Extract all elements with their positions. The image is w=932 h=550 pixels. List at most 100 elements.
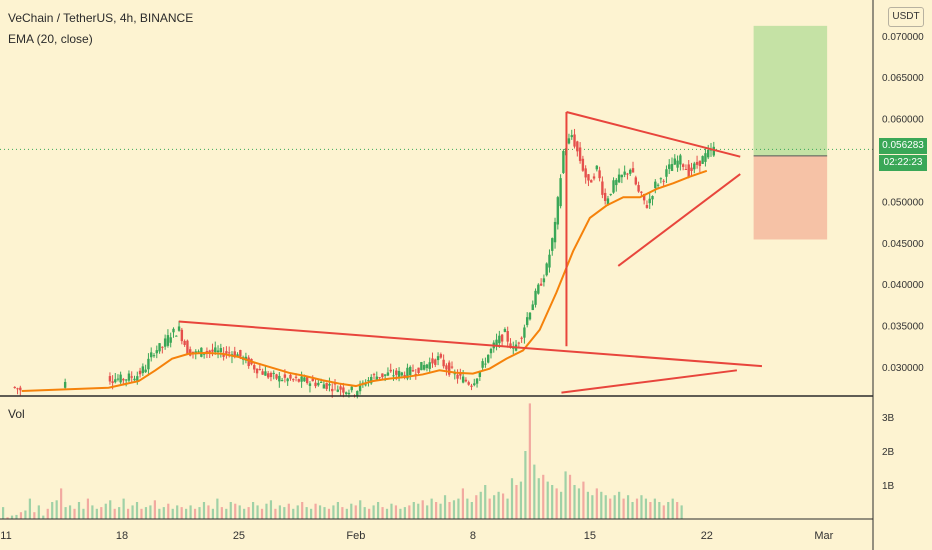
volume-bar — [493, 495, 496, 519]
big-triangle-upper-line — [178, 320, 763, 368]
candle — [523, 327, 526, 338]
candle — [425, 364, 429, 369]
candle — [253, 365, 256, 370]
volume-bar — [283, 507, 286, 519]
time-tick-label: Feb — [346, 530, 365, 542]
candle — [698, 160, 702, 167]
volume-bar — [243, 508, 246, 519]
candle — [537, 284, 540, 294]
candle — [498, 335, 501, 344]
candle — [392, 375, 395, 377]
candle — [578, 147, 582, 161]
candle — [631, 168, 635, 173]
candle — [175, 335, 178, 337]
candle — [598, 170, 601, 179]
candle — [551, 238, 554, 251]
candle — [662, 180, 665, 182]
volume-bar — [167, 503, 170, 519]
candle — [681, 164, 685, 167]
big-triangle-lower-line — [561, 369, 738, 394]
volume-bar — [332, 505, 335, 519]
candle — [194, 351, 197, 354]
volume-bar — [336, 502, 340, 519]
candle — [144, 369, 147, 373]
candle — [255, 368, 259, 374]
volume-bar — [475, 495, 478, 519]
candle — [603, 192, 607, 201]
candle — [615, 179, 618, 186]
volume-bar — [345, 508, 348, 519]
candle — [367, 380, 370, 382]
candle — [484, 363, 487, 365]
candle — [272, 372, 275, 374]
volume-bar — [305, 507, 308, 519]
volume-bar — [135, 502, 139, 519]
volume-bar — [274, 508, 277, 519]
price-tick-label: 0.065000 — [882, 73, 924, 84]
volume-bar — [341, 507, 344, 519]
volume-bar — [510, 478, 514, 519]
candle — [211, 349, 214, 352]
volume-bar — [403, 507, 406, 519]
candle — [133, 378, 136, 381]
candle — [411, 370, 415, 372]
candle — [264, 371, 267, 376]
volume-bar — [238, 505, 241, 519]
volume-bar — [60, 488, 63, 519]
volume-bar — [622, 498, 625, 519]
candle — [620, 174, 624, 178]
volume-bar — [100, 507, 103, 519]
volume-bar — [595, 488, 598, 519]
candle — [670, 164, 674, 171]
candle — [417, 367, 420, 373]
volume-bar — [649, 502, 652, 519]
volume-bar — [109, 500, 112, 519]
candle — [372, 374, 376, 376]
candle — [528, 312, 532, 320]
volume-bar — [15, 514, 18, 519]
price-tick-label: 0.035000 — [882, 322, 924, 333]
candle — [559, 178, 562, 207]
volume-bar — [158, 508, 161, 519]
volume-bar — [318, 505, 322, 519]
candle — [456, 374, 459, 379]
candle — [539, 283, 543, 286]
candle — [239, 350, 242, 357]
candle — [712, 146, 715, 156]
volume-bar — [515, 485, 518, 519]
volume-bar — [193, 508, 197, 519]
candle — [155, 350, 158, 354]
candle — [553, 221, 557, 243]
candle — [668, 164, 671, 169]
candle — [180, 329, 184, 342]
volume-bar — [323, 507, 326, 519]
volume-bar — [229, 502, 232, 519]
volume-bar — [564, 471, 567, 519]
volume-bar — [86, 498, 90, 519]
volume-label: Vol — [8, 407, 25, 421]
candle — [13, 386, 16, 388]
ema-line — [21, 169, 708, 393]
volume-bar — [408, 505, 411, 519]
candle — [381, 373, 384, 378]
candle — [545, 263, 548, 276]
volume-bar — [234, 503, 237, 519]
candle — [331, 388, 334, 392]
candle — [177, 326, 181, 331]
candle — [567, 138, 571, 144]
candle — [592, 176, 596, 179]
candle — [414, 373, 417, 375]
currency-button[interactable]: USDT — [888, 7, 924, 27]
candle — [428, 362, 431, 369]
candle — [161, 346, 164, 348]
volume-bar — [327, 508, 331, 519]
candle — [111, 381, 114, 383]
volume-bar — [443, 495, 447, 519]
volume-bar — [51, 502, 54, 519]
volume-tick-label: 2B — [882, 447, 895, 458]
candle — [63, 381, 67, 388]
volume-bar — [176, 505, 179, 519]
candle — [283, 374, 287, 378]
candle — [172, 328, 175, 333]
